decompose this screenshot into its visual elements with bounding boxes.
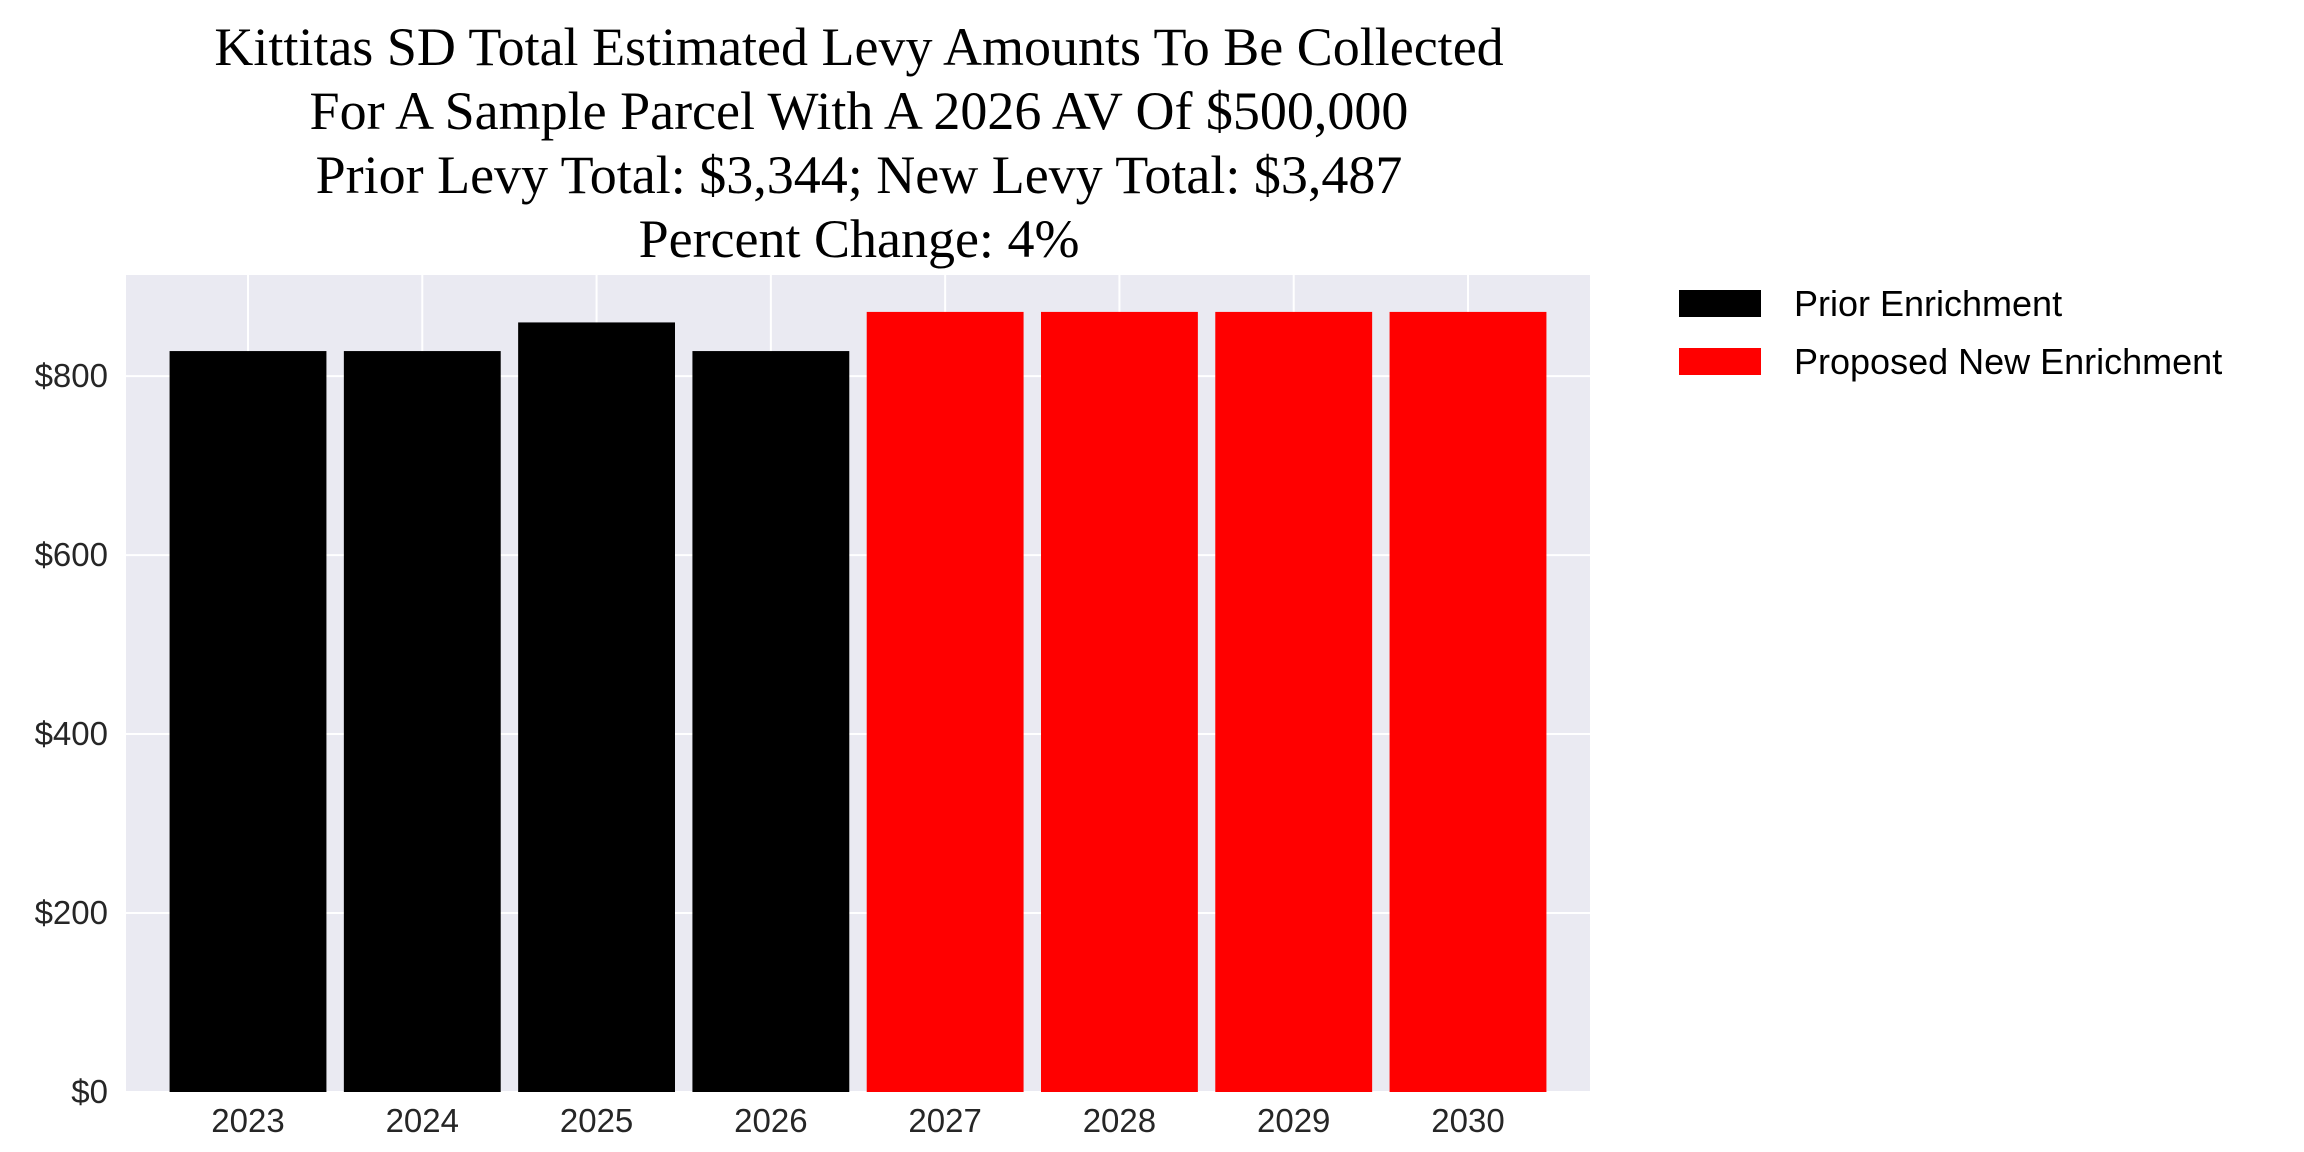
x-tick-label: 2029	[1257, 1102, 1330, 1139]
bar-2025	[518, 322, 675, 1093]
bar-2026	[692, 351, 850, 1092]
bar-2030	[1389, 311, 1547, 1092]
x-tick-label: 2028	[1083, 1102, 1156, 1139]
bar-2029	[1215, 311, 1373, 1092]
legend-swatch	[1679, 348, 1761, 375]
legend-label: Proposed New Enrichment	[1794, 341, 2222, 382]
chart-title-line: Prior Levy Total: $3,344; New Levy Total…	[316, 145, 1403, 205]
y-tick-label: $800	[35, 357, 108, 394]
x-tick-label: 2023	[211, 1102, 284, 1139]
legend-swatch	[1679, 290, 1761, 317]
x-tick-label: 2030	[1431, 1102, 1504, 1139]
chart-title-line: Kittitas SD Total Estimated Levy Amounts…	[214, 17, 1503, 77]
x-tick-label: 2026	[734, 1102, 807, 1139]
bar-2028	[1041, 311, 1198, 1092]
x-tick-label: 2024	[386, 1102, 459, 1139]
y-tick-label: $0	[71, 1073, 108, 1110]
y-tick-label: $400	[35, 715, 108, 752]
y-tick-label: $600	[35, 536, 108, 573]
x-tick-label: 2025	[560, 1102, 633, 1139]
y-tick-label: $200	[35, 894, 108, 931]
legend-label: Prior Enrichment	[1794, 283, 2062, 324]
bar-2027	[866, 311, 1024, 1092]
x-tick-label: 2027	[908, 1102, 981, 1139]
chart-title-line: Percent Change: 4%	[639, 209, 1080, 269]
chart-title-line: For A Sample Parcel With A 2026 AV Of $5…	[310, 81, 1409, 141]
bar-2023	[169, 351, 327, 1092]
bar-2024	[343, 351, 501, 1092]
